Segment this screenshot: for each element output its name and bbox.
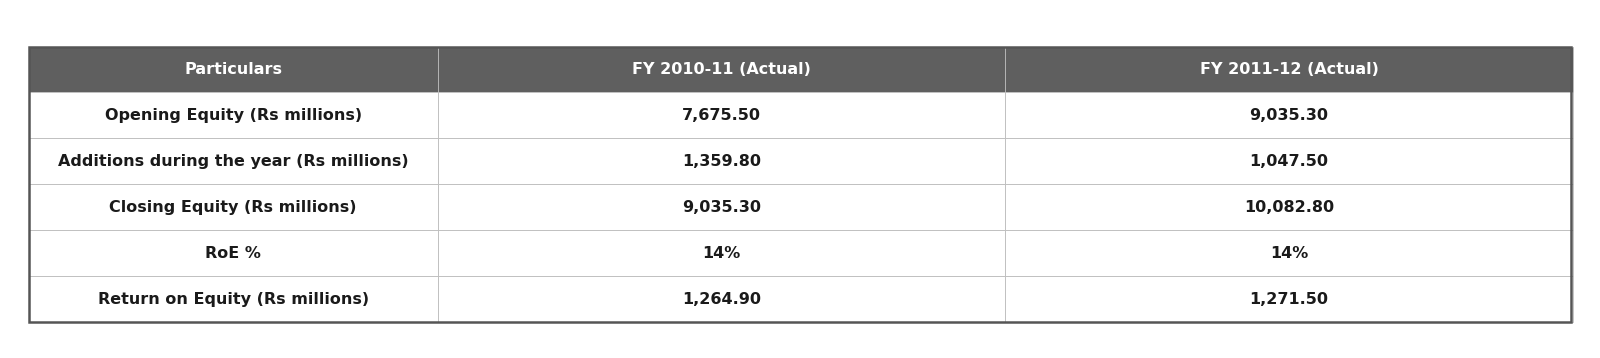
Bar [29,47,437,92]
Bar [29,139,437,184]
Bar [1005,139,1573,184]
Text: 1,264.90: 1,264.90 [682,292,762,307]
Bar [437,230,1005,276]
Text: 14%: 14% [1270,246,1309,261]
Bar [29,47,1571,322]
Bar [1005,92,1573,139]
Text: RoE %: RoE % [205,246,261,261]
Bar [437,184,1005,230]
Text: Opening Equity (Rs millions): Opening Equity (Rs millions) [104,108,362,123]
Text: Closing Equity (Rs millions): Closing Equity (Rs millions) [109,200,357,215]
Bar [29,92,437,139]
Text: FY 2011-12 (Actual): FY 2011-12 (Actual) [1200,62,1378,77]
Bar [1005,276,1573,322]
Bar [437,47,1005,92]
Bar [437,276,1005,322]
Bar [437,139,1005,184]
Bar [437,92,1005,139]
Text: 7,675.50: 7,675.50 [682,108,762,123]
Bar [1005,184,1573,230]
Bar [1005,230,1573,276]
Text: 14%: 14% [702,246,741,261]
Bar [29,230,437,276]
Text: 9,035.30: 9,035.30 [1250,108,1328,123]
Text: 9,035.30: 9,035.30 [682,200,762,215]
Text: FY 2010-11 (Actual): FY 2010-11 (Actual) [632,62,811,77]
Bar [29,184,437,230]
Text: 1,047.50: 1,047.50 [1250,154,1328,169]
Bar [29,276,437,322]
Bar [1005,47,1573,92]
Text: 10,082.80: 10,082.80 [1243,200,1334,215]
Text: Particulars: Particulars [184,62,282,77]
Text: Additions during the year (Rs millions): Additions during the year (Rs millions) [58,154,408,169]
Text: Return on Equity (Rs millions): Return on Equity (Rs millions) [98,292,368,307]
Text: 1,271.50: 1,271.50 [1250,292,1328,307]
Text: 1,359.80: 1,359.80 [682,154,762,169]
